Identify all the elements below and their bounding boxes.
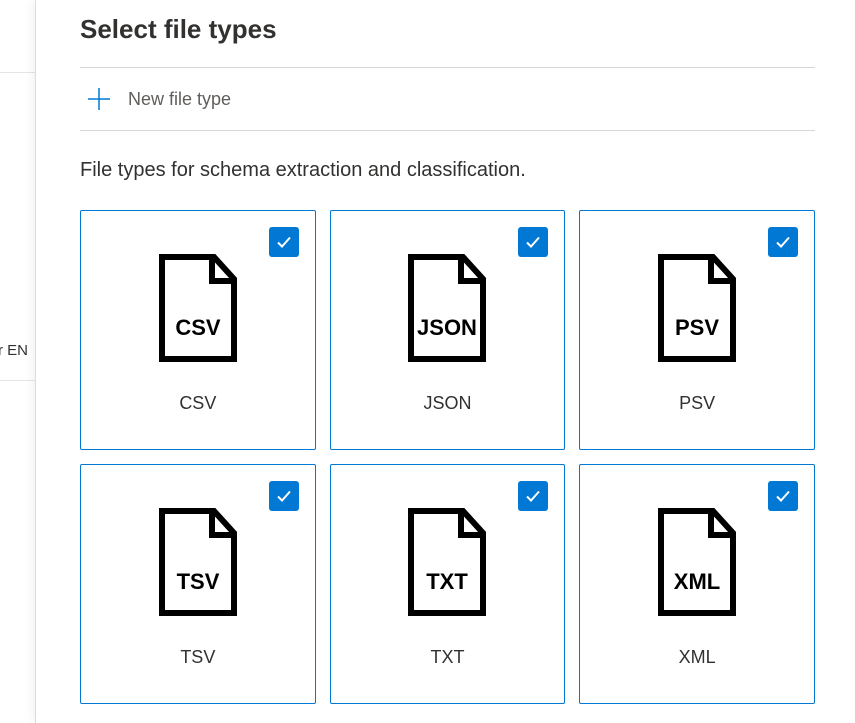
file-type-card-psv[interactable]: PSV PSV [579,210,815,450]
svg-text:CSV: CSV [175,315,221,340]
file-icon: TSV [154,507,242,617]
file-type-card-txt[interactable]: TXT TXT [330,464,566,704]
file-type-card-tsv[interactable]: TSV TSV [80,464,316,704]
clipped-text: r EN [0,342,28,359]
select-file-types-panel: Select file types New file type File typ… [36,0,855,723]
svg-text:TSV: TSV [176,569,219,594]
new-file-type-button[interactable]: New file type [80,67,815,131]
left-divider [0,72,36,73]
file-type-label: XML [679,647,716,668]
file-icon: CSV [154,253,242,363]
file-type-label: JSON [423,393,471,414]
svg-text:PSV: PSV [675,315,719,340]
file-type-label: CSV [179,393,216,414]
file-icon: JSON [403,253,491,363]
svg-text:XML: XML [674,569,720,594]
file-type-label: PSV [679,393,715,414]
file-type-label: TXT [430,647,464,668]
file-type-label: TSV [180,647,215,668]
svg-text:TXT: TXT [427,569,469,594]
plus-icon [86,86,112,112]
file-type-grid: CSV CSV JSON JSON PSV PSV TSV TSV TXT TXT XML XML [80,210,815,704]
file-icon: PSV [653,253,741,363]
left-divider [0,380,36,381]
file-icon: TXT [403,507,491,617]
checkbox-psv[interactable] [768,227,798,257]
checkbox-xml[interactable] [768,481,798,511]
checkbox-txt[interactable] [518,481,548,511]
checkbox-tsv[interactable] [269,481,299,511]
file-type-card-xml[interactable]: XML XML [579,464,815,704]
page-title: Select file types [80,14,815,45]
left-edge-strip: r EN [0,0,36,723]
svg-text:JSON: JSON [418,315,478,340]
file-type-card-csv[interactable]: CSV CSV [80,210,316,450]
file-type-card-json[interactable]: JSON JSON [330,210,566,450]
checkbox-csv[interactable] [269,227,299,257]
file-icon: XML [653,507,741,617]
checkbox-json[interactable] [518,227,548,257]
new-file-type-label: New file type [128,89,231,110]
description-text: File types for schema extraction and cla… [80,159,815,182]
